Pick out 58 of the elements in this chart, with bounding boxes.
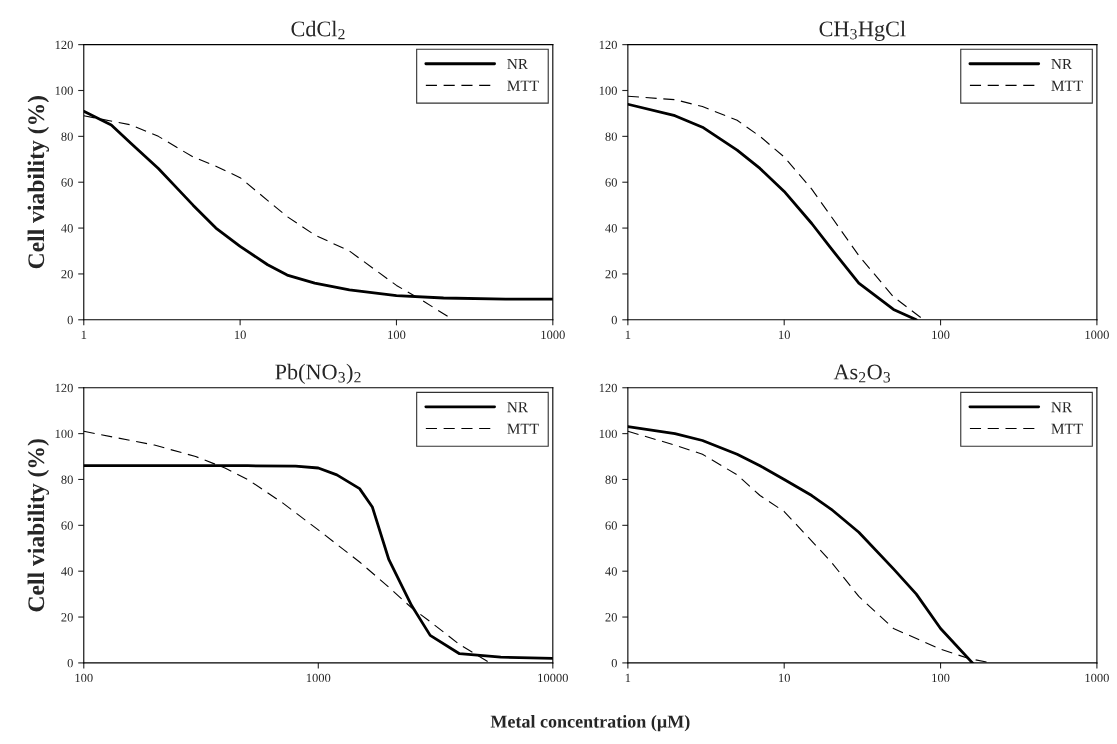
y-axis-title: Cell viability (%) <box>27 96 50 269</box>
x-tick-label: 1000 <box>541 330 565 339</box>
y-tick-label: 80 <box>605 132 617 141</box>
y-tick-label: 100 <box>599 429 617 439</box>
x-tick-label: 100 <box>75 673 93 683</box>
y-tick-label: 100 <box>599 86 617 95</box>
x-tick-label: 1000 <box>1085 330 1109 339</box>
x-tick-label: 10 <box>234 330 246 339</box>
y-tick-label: 20 <box>61 613 73 622</box>
y-tick-label: 60 <box>605 521 617 530</box>
y-tick-label: 80 <box>61 475 73 484</box>
legend-label: MTT <box>1051 80 1083 91</box>
legend-label: NR <box>507 59 529 70</box>
x-tick-label: 10000 <box>538 673 568 683</box>
y-tick-label: 0 <box>67 315 73 325</box>
x-tick-label: 1 <box>81 330 87 339</box>
y-tick-label: 120 <box>599 383 617 393</box>
x-tick-label: 1 <box>625 330 631 339</box>
legend-label: NR <box>507 402 529 413</box>
x-tick-label: 10 <box>779 330 790 339</box>
y-tick-label: 100 <box>55 86 73 95</box>
y-tick-label: 40 <box>61 224 73 233</box>
legend-label: MTT <box>507 423 539 434</box>
x-axis-title: Metal concentration (µM) <box>490 714 690 732</box>
x-tick-label: 1000 <box>306 673 331 683</box>
chart-title: CH$_{3}$HgCl <box>819 20 906 41</box>
x-tick-label: 1000 <box>1085 673 1109 683</box>
y-tick-label: 120 <box>55 40 73 50</box>
x-tick-label: 100 <box>388 330 406 339</box>
y-tick-label: 20 <box>605 613 617 622</box>
y-tick-label: 0 <box>611 315 617 325</box>
y-tick-label: 80 <box>605 475 617 484</box>
legend-label: NR <box>1051 402 1073 413</box>
y-tick-label: 40 <box>61 567 73 576</box>
y-axis-title: Cell viability (%) <box>27 439 50 612</box>
y-tick-label: 60 <box>61 178 73 187</box>
y-tick-label: 60 <box>61 521 73 530</box>
y-tick-label: 120 <box>55 383 73 393</box>
y-tick-label: 20 <box>605 269 617 279</box>
x-tick-label: 100 <box>932 330 950 339</box>
chart-title: CdCl$_{2}$ <box>291 20 345 40</box>
y-tick-label: 80 <box>61 132 73 141</box>
y-tick-label: 0 <box>611 658 617 668</box>
x-tick-label: 1 <box>625 673 631 682</box>
chart-title: Pb(NO$_{3}$)$_{2}$ <box>275 363 361 385</box>
y-tick-label: 20 <box>61 269 73 279</box>
legend-label: MTT <box>1051 423 1083 434</box>
y-tick-label: 40 <box>605 224 617 233</box>
x-tick-label: 100 <box>932 673 950 683</box>
y-tick-label: 40 <box>605 567 617 576</box>
legend-label: MTT <box>507 80 539 91</box>
legend-label: NR <box>1051 59 1073 70</box>
y-tick-label: 60 <box>605 178 617 187</box>
x-tick-label: 10 <box>779 673 790 683</box>
y-tick-label: 120 <box>599 40 617 50</box>
chart-title: As$_{2}$O$_{3}$ <box>833 364 891 383</box>
y-tick-label: 0 <box>67 658 73 668</box>
y-tick-label: 100 <box>55 429 73 439</box>
